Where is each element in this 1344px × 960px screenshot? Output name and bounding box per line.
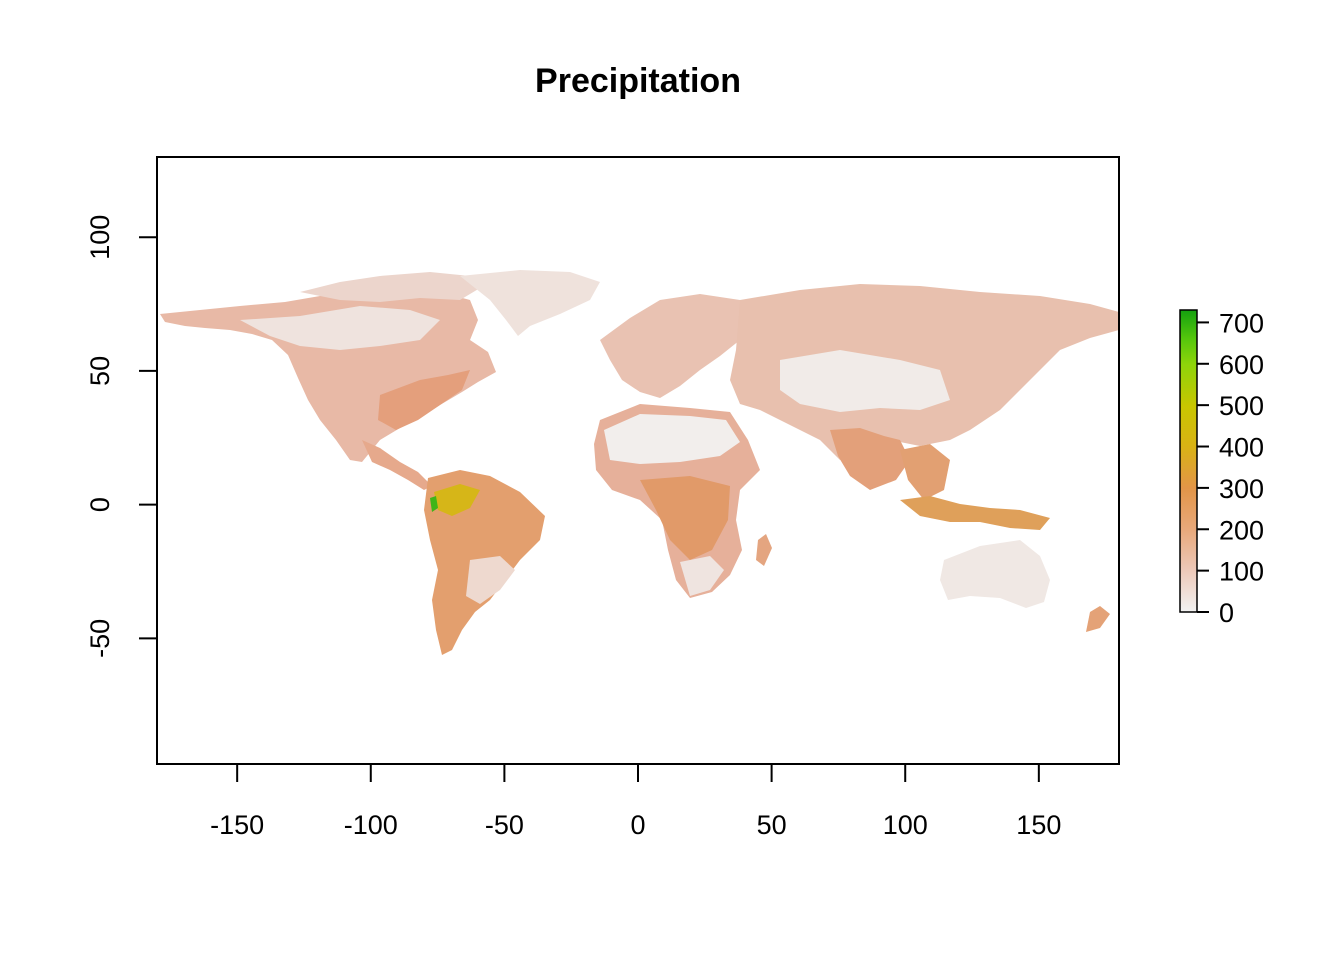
colorbar-gradient bbox=[1179, 309, 1198, 613]
colorbar-ticks: 0 100 200 300 400 500 600 700 bbox=[1197, 308, 1264, 628]
colorbar-legend: 0 100 200 300 400 500 600 700 bbox=[1179, 308, 1264, 628]
y-axis: 100 50 0 -50 bbox=[85, 215, 158, 658]
x-tick-label: -100 bbox=[344, 810, 398, 840]
landmass-indonesia bbox=[900, 496, 1050, 530]
colorbar-tick-label: 400 bbox=[1219, 433, 1264, 463]
landmass-colombia-wettest bbox=[430, 496, 438, 512]
colorbar-tick-label: 100 bbox=[1219, 557, 1264, 587]
y-tick-label: -50 bbox=[85, 619, 115, 658]
landmass-greenland bbox=[460, 270, 600, 336]
x-tick-label: 150 bbox=[1016, 810, 1061, 840]
colorbar-tick-label: 300 bbox=[1219, 474, 1264, 504]
landmass-europe bbox=[600, 294, 760, 398]
landmass-amazon-wet bbox=[434, 484, 480, 516]
y-tick-label: 100 bbox=[85, 215, 115, 260]
colorbar-tick-label: 500 bbox=[1219, 391, 1264, 421]
raster-map bbox=[160, 270, 1119, 655]
landmass-central-asia-dry bbox=[780, 350, 950, 412]
y-tick-label: 50 bbox=[85, 356, 115, 386]
landmass-eastern-us bbox=[378, 370, 470, 430]
x-tick-label: -50 bbox=[485, 810, 524, 840]
landmass-new-zealand bbox=[1086, 606, 1110, 632]
colorbar-tick-label: 200 bbox=[1219, 515, 1264, 545]
landmass-central-america bbox=[362, 440, 432, 490]
chart-title: Precipitation bbox=[535, 62, 741, 100]
landmass-north-america-interior bbox=[240, 306, 440, 350]
colorbar-tick-label: 600 bbox=[1219, 350, 1264, 380]
landmass-south-america-dry bbox=[466, 556, 515, 604]
landmass-arctic-islands bbox=[300, 272, 480, 302]
landmass-south-asia bbox=[830, 428, 910, 490]
landmass-madagascar bbox=[756, 534, 772, 566]
landmass-sahara bbox=[604, 414, 740, 464]
x-tick-label: 50 bbox=[757, 810, 787, 840]
x-tick-label: 0 bbox=[630, 810, 645, 840]
colorbar-tick-label: 700 bbox=[1219, 308, 1264, 338]
y-tick-label: 0 bbox=[85, 497, 115, 512]
x-tick-label: -150 bbox=[210, 810, 264, 840]
x-tick-label: 100 bbox=[883, 810, 928, 840]
plot-area bbox=[160, 270, 1119, 655]
landmass-australia bbox=[940, 540, 1050, 608]
x-axis: -150 -100 -50 0 50 100 150 bbox=[210, 763, 1061, 840]
landmass-southern-africa-dry bbox=[680, 556, 724, 596]
landmass-indochina bbox=[900, 444, 950, 500]
landmass-central-africa-wet bbox=[640, 476, 730, 560]
colorbar-tick-label: 0 bbox=[1219, 598, 1234, 628]
